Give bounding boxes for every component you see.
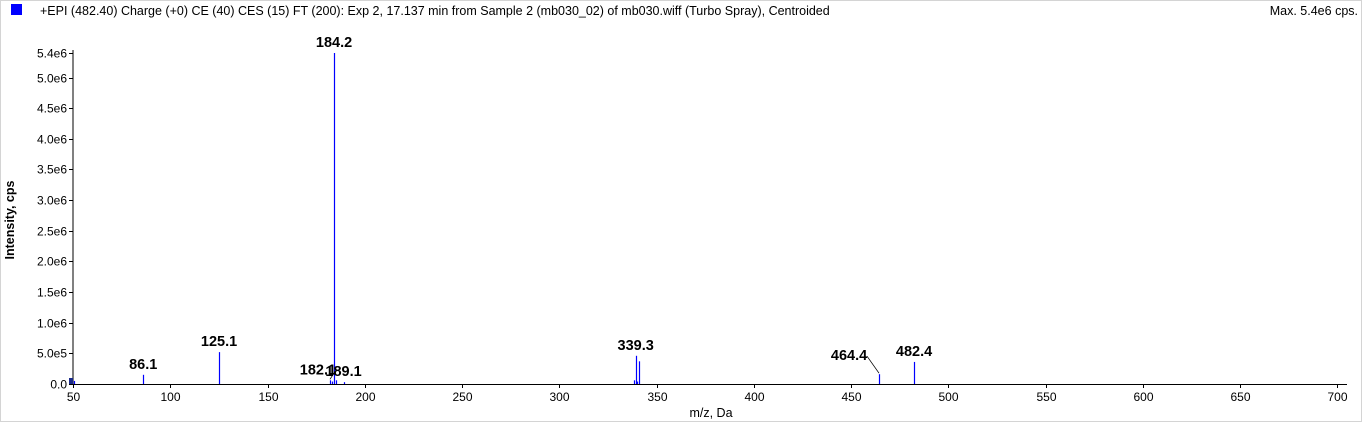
x-tick-label: 400: [744, 390, 764, 404]
y-tick-label: 1.5e6: [37, 286, 67, 300]
peak-label-0: 86.1: [129, 357, 157, 373]
peak-label-7: 482.4: [896, 344, 932, 360]
x-tick-label: 550: [1036, 390, 1056, 404]
peak-label-2: 184.2: [316, 35, 352, 51]
y-tick-label: 3.5e6: [37, 163, 67, 177]
x-tick-label: 500: [938, 390, 958, 404]
x-axis-label: m/z, Da: [689, 406, 732, 420]
y-tick-label: 5.0e5: [37, 347, 67, 361]
y-tick-label: 4.5e6: [37, 102, 67, 116]
x-tick-label: 150: [258, 390, 278, 404]
max-intensity-label: Max. 5.4e6 cps.: [1269, 4, 1358, 18]
peak-label-4: 189.1: [325, 364, 361, 380]
peak-label-leader: [866, 355, 880, 374]
x-tick-label: 650: [1230, 390, 1250, 404]
chart-title: +EPI (482.40) Charge (+0) CE (40) CES (1…: [40, 4, 830, 18]
y-tick-label: 2.0e6: [37, 255, 67, 269]
y-tick-label: 2.5e6: [37, 225, 67, 239]
x-tick-label: 100: [160, 390, 180, 404]
x-tick-label: 600: [1133, 390, 1153, 404]
peak-label-6: 464.4: [831, 348, 867, 364]
peak-label-leader: [329, 370, 337, 380]
y-tick-label: 0.0: [50, 378, 67, 392]
y-tick-label: 1.0e6: [37, 317, 67, 331]
x-tick-label: 300: [549, 390, 569, 404]
x-tick-label: 200: [355, 390, 375, 404]
peak-label-5: 339.3: [618, 338, 654, 354]
x-tick-label: 350: [647, 390, 667, 404]
peak-label-1: 125.1: [201, 334, 237, 350]
x-tick-label: 700: [1327, 390, 1347, 404]
y-tick-label: 3.0e6: [37, 194, 67, 208]
origin-marker: [69, 378, 73, 384]
y-axis-label: Intensity, cps: [3, 180, 17, 259]
series-legend-swatch: [11, 4, 22, 15]
axes-layer: 0.0 5.0e5 1.0e6 1.5e6 2.0e6 2.5e6 3.0e6 3.5e6 4.…: [37, 47, 1348, 405]
y-tick-label: 4.0e6: [37, 133, 67, 147]
x-tick-label: 250: [452, 390, 472, 404]
y-tick-label: 5.0e6: [37, 72, 67, 86]
x-tick-label: 50: [67, 390, 81, 404]
peaks-layer: [73, 53, 916, 384]
y-tick-label: 5.4e6: [37, 47, 67, 61]
chart-header: +EPI (482.40) Charge (+0) CE (40) CES (1…: [0, 0, 1362, 22]
x-tick-label: 450: [841, 390, 861, 404]
peak-label-3: 182.1: [300, 362, 336, 378]
